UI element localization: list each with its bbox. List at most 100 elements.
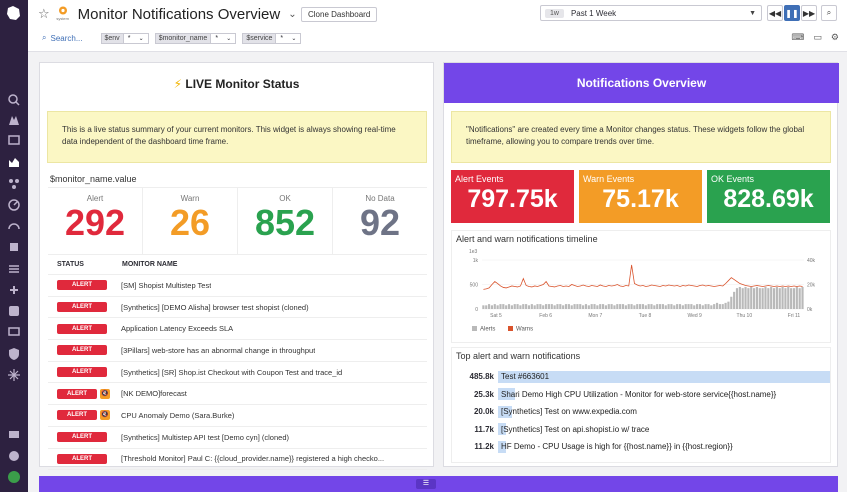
column-monitor-name[interactable]: MONITOR NAME xyxy=(122,261,178,268)
monitor-name[interactable]: [SM] Shopist Multistep Test xyxy=(121,280,212,290)
monitor-name-title: $monitor_name.value xyxy=(50,174,137,184)
alerts-bar xyxy=(667,304,670,309)
alerts-bar xyxy=(670,304,673,309)
help-icon[interactable] xyxy=(7,449,21,463)
alert-events-tile[interactable]: Alert Events 797.75k xyxy=(451,170,574,223)
alerts-bar xyxy=(767,288,770,309)
template-var-monitor-name[interactable]: $monitor_name * ⌄ xyxy=(154,32,237,44)
monitor-name[interactable]: [Synthetics] Multistep API test [Demo cy… xyxy=(121,432,289,442)
clone-dashboard-button[interactable]: Clone Dashboard xyxy=(301,7,378,22)
count-ok[interactable]: OK 852 xyxy=(238,188,333,254)
x-tick: Thu 10 xyxy=(737,313,753,319)
count-alert[interactable]: Alert 292 xyxy=(48,188,143,254)
datadog-logo-icon[interactable] xyxy=(5,4,23,22)
alerts-bar xyxy=(798,288,801,309)
alerts-bar xyxy=(633,305,636,309)
monitor-name[interactable]: CPU Anomaly Demo (Sara.Burke) xyxy=(121,410,235,420)
count-warn[interactable]: Warn 26 xyxy=(143,188,238,254)
table-row[interactable]: ALERT [SM] Shopist Multistep Test xyxy=(48,275,427,297)
alerts-bar xyxy=(596,305,599,309)
status-badge: ALERT xyxy=(57,410,97,421)
alerts-bar xyxy=(482,305,485,309)
table-row[interactable]: ALERT 🔇 [NK DEMO]forecast xyxy=(48,383,427,406)
monitor-table-header: STATUS MONITOR NAME xyxy=(48,255,427,275)
table-row[interactable]: ALERT 🔇 CPU Anomaly Demo (Sara.Burke) xyxy=(48,405,427,427)
table-row[interactable]: ALERT [Threshold Monitor] Paul C: {{cloud… xyxy=(48,449,427,471)
template-var-env[interactable]: $env * ⌄ xyxy=(100,32,149,44)
event-value: 797.75k xyxy=(467,185,558,213)
events-icon[interactable] xyxy=(7,133,21,147)
apm-icon[interactable] xyxy=(7,219,21,233)
widget-title: Notifications Overview xyxy=(444,63,839,103)
list-item[interactable]: 11.7k [Synthetics] Test on api.shopist.io… xyxy=(460,421,830,439)
tv-mode-icon[interactable]: ▭ xyxy=(813,32,822,42)
y-right-tick: 40k xyxy=(807,258,816,264)
monitor-name[interactable]: [3Pillars] web-store has an abnormal cha… xyxy=(121,345,316,355)
star-icon[interactable]: ☆ xyxy=(38,6,50,21)
alerts-bar xyxy=(681,305,684,309)
dashboards-icon[interactable] xyxy=(7,155,21,169)
infrastructure-icon[interactable] xyxy=(7,177,21,191)
list-item[interactable]: 25.3k Shari Demo High CPU Utilization - M… xyxy=(460,386,830,404)
status-badge: ALERT xyxy=(57,453,107,464)
x-tick: Mon 7 xyxy=(588,313,602,319)
alerts-bar xyxy=(792,288,796,309)
rum-icon[interactable] xyxy=(7,325,21,339)
ci-icon[interactable] xyxy=(7,368,21,382)
time-label: Past 1 Week xyxy=(570,8,617,18)
alerts-bar xyxy=(781,286,784,309)
table-row[interactable]: ALERT [Synthetics] [SR] Shop.ist Checkout… xyxy=(48,362,427,384)
timeline-section: Alert and warn notifications timeline 1e… xyxy=(451,230,831,343)
synthetics-icon[interactable] xyxy=(7,304,21,318)
time-selector[interactable]: 1w Past 1 Week ▼ xyxy=(540,5,762,21)
alerts-bar xyxy=(772,288,776,309)
list-item[interactable]: 11.2k HF Demo - CPU Usage is high for {{h… xyxy=(460,438,830,456)
table-row[interactable]: ALERT [Synthetics] [DEMO Alisha] browser … xyxy=(48,297,427,319)
ok-events-tile[interactable]: OK Events 828.69k xyxy=(707,170,830,223)
search-icon[interactable] xyxy=(7,93,21,107)
table-row[interactable]: ALERT Application Latency Exceeds SLA xyxy=(48,318,427,341)
count-no-data[interactable]: No Data 92 xyxy=(333,188,427,254)
zoom-icon[interactable]: ⌕ xyxy=(821,5,837,21)
settings-gear-icon[interactable]: ⚙ xyxy=(830,32,839,42)
fast-forward-icon[interactable]: ▶▶ xyxy=(801,5,817,21)
warn-events-tile[interactable]: Warn Events 75.17k xyxy=(579,170,702,223)
var-key: $env xyxy=(100,32,124,44)
user-avatar-icon[interactable] xyxy=(7,470,21,484)
alerts-bar xyxy=(590,304,593,309)
item-label: [Synthetics] Test on api.shopist.io w/ t… xyxy=(501,424,650,434)
item-value: 11.7k xyxy=(474,424,494,434)
keyboard-icon[interactable]: ⌨ xyxy=(791,32,805,42)
monitor-name[interactable]: [NK DEMO]forecast xyxy=(121,389,187,399)
timeline-chart[interactable]: 1e3 1k 500 0 40k 20k 0k Sat 5 Feb 6 Mon 7 Tue 8 Wed… xyxy=(452,246,830,342)
monitor-name[interactable]: [Synthetics] [SR] Shop.ist Checkout with… xyxy=(121,367,343,377)
template-var-service[interactable]: $service * ⌄ xyxy=(242,32,302,44)
table-row[interactable]: ALERT [Synthetics] Multistep API test [De… xyxy=(48,427,427,449)
chevron-down-icon[interactable]: ⌄ xyxy=(288,8,297,20)
count-value: 292 xyxy=(64,202,126,243)
integrations-icon[interactable] xyxy=(7,283,21,297)
item-bar xyxy=(498,388,516,401)
notebooks-icon[interactable] xyxy=(7,240,21,254)
column-status[interactable]: STATUS xyxy=(57,261,84,268)
list-item[interactable]: 20.0k [Synthetics] Test on www.expedia.co… xyxy=(460,403,830,421)
alerts-bar xyxy=(733,291,736,309)
security-icon[interactable] xyxy=(7,347,21,361)
pause-icon[interactable]: ❚❚ xyxy=(784,5,800,21)
drag-handle-icon[interactable]: ☰ xyxy=(416,479,436,489)
monitor-name[interactable]: [Synthetics] [DEMO Alisha] browser test … xyxy=(121,302,309,312)
x-tick: Tue 8 xyxy=(639,313,652,319)
list-item[interactable]: 485.8k Test #663601 xyxy=(460,368,830,386)
alerts-bar xyxy=(744,286,747,309)
monitor-name[interactable]: [Threshold Monitor] Paul C: {{cloud_prov… xyxy=(121,454,385,464)
alerts-bar xyxy=(522,304,525,309)
table-row[interactable]: ALERT [3Pillars] web-store has an abnorma… xyxy=(48,340,427,362)
alerts-bar xyxy=(693,305,696,309)
monitor-name[interactable]: Application Latency Exceeds SLA xyxy=(121,324,234,334)
monitors-icon[interactable] xyxy=(7,198,21,212)
search-button[interactable]: ⌕ Search... xyxy=(42,33,83,43)
chat-icon[interactable] xyxy=(7,428,21,442)
watchdog-icon[interactable] xyxy=(7,113,21,127)
logs-icon[interactable] xyxy=(7,262,21,276)
rewind-icon[interactable]: ◀◀ xyxy=(767,5,783,21)
